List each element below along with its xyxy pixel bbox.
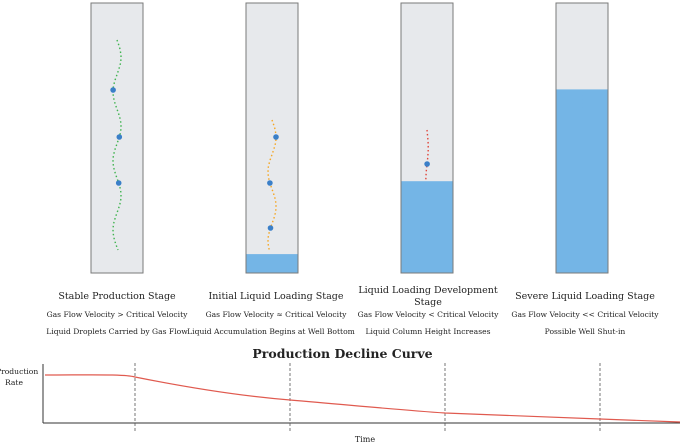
decline-curve [44,374,681,423]
stage-label: Severe Liquid Loading Stage [515,291,655,302]
stage-note: Possible Well Shut-in [544,327,626,336]
liquid-column [246,254,298,273]
stage-condition: Gas Flow Velocity << Critical Velocity [511,310,659,319]
y-axis-label: Production Rate [0,367,39,387]
gas-flow-path [112,39,122,251]
tube-outline [555,2,609,274]
liquid-column [556,89,608,274]
stage-condition: Gas Flow Velocity > Critical Velocity [46,310,188,319]
liquid-droplet [115,180,122,186]
tube-outline [245,2,299,274]
stage-condition: Gas Flow Velocity < Critical Velocity [357,310,499,319]
stage-label: Initial Liquid Loading Stage [208,291,344,302]
decline-chart [42,363,681,433]
stage-note: Liquid Accumulation Begins at Well Botto… [187,327,355,336]
liquid-droplet [267,180,273,186]
stage-label: Stable Production Stage [58,291,176,302]
well-tube [246,3,298,273]
liquid-droplet [110,87,116,93]
tube-outline [90,2,144,274]
chart-title: Production Decline Curve [252,346,433,361]
stage-note: Liquid Droplets Carried by Gas Flow [46,327,188,336]
stage-note: Liquid Column Height Increases [365,327,491,336]
liquid-column [401,181,453,273]
stage-condition: Gas Flow Velocity ≈ Critical Velocity [205,310,347,319]
liquid-droplet [273,134,279,140]
stage-label: Liquid Loading Development Stage [358,285,498,308]
tube-outline [400,2,454,274]
x-axis-label: Time [354,435,376,444]
liquid-droplet [424,161,430,167]
liquid-droplet [116,134,123,140]
gas-flow-path [425,129,429,181]
liquid-droplet [267,225,274,231]
